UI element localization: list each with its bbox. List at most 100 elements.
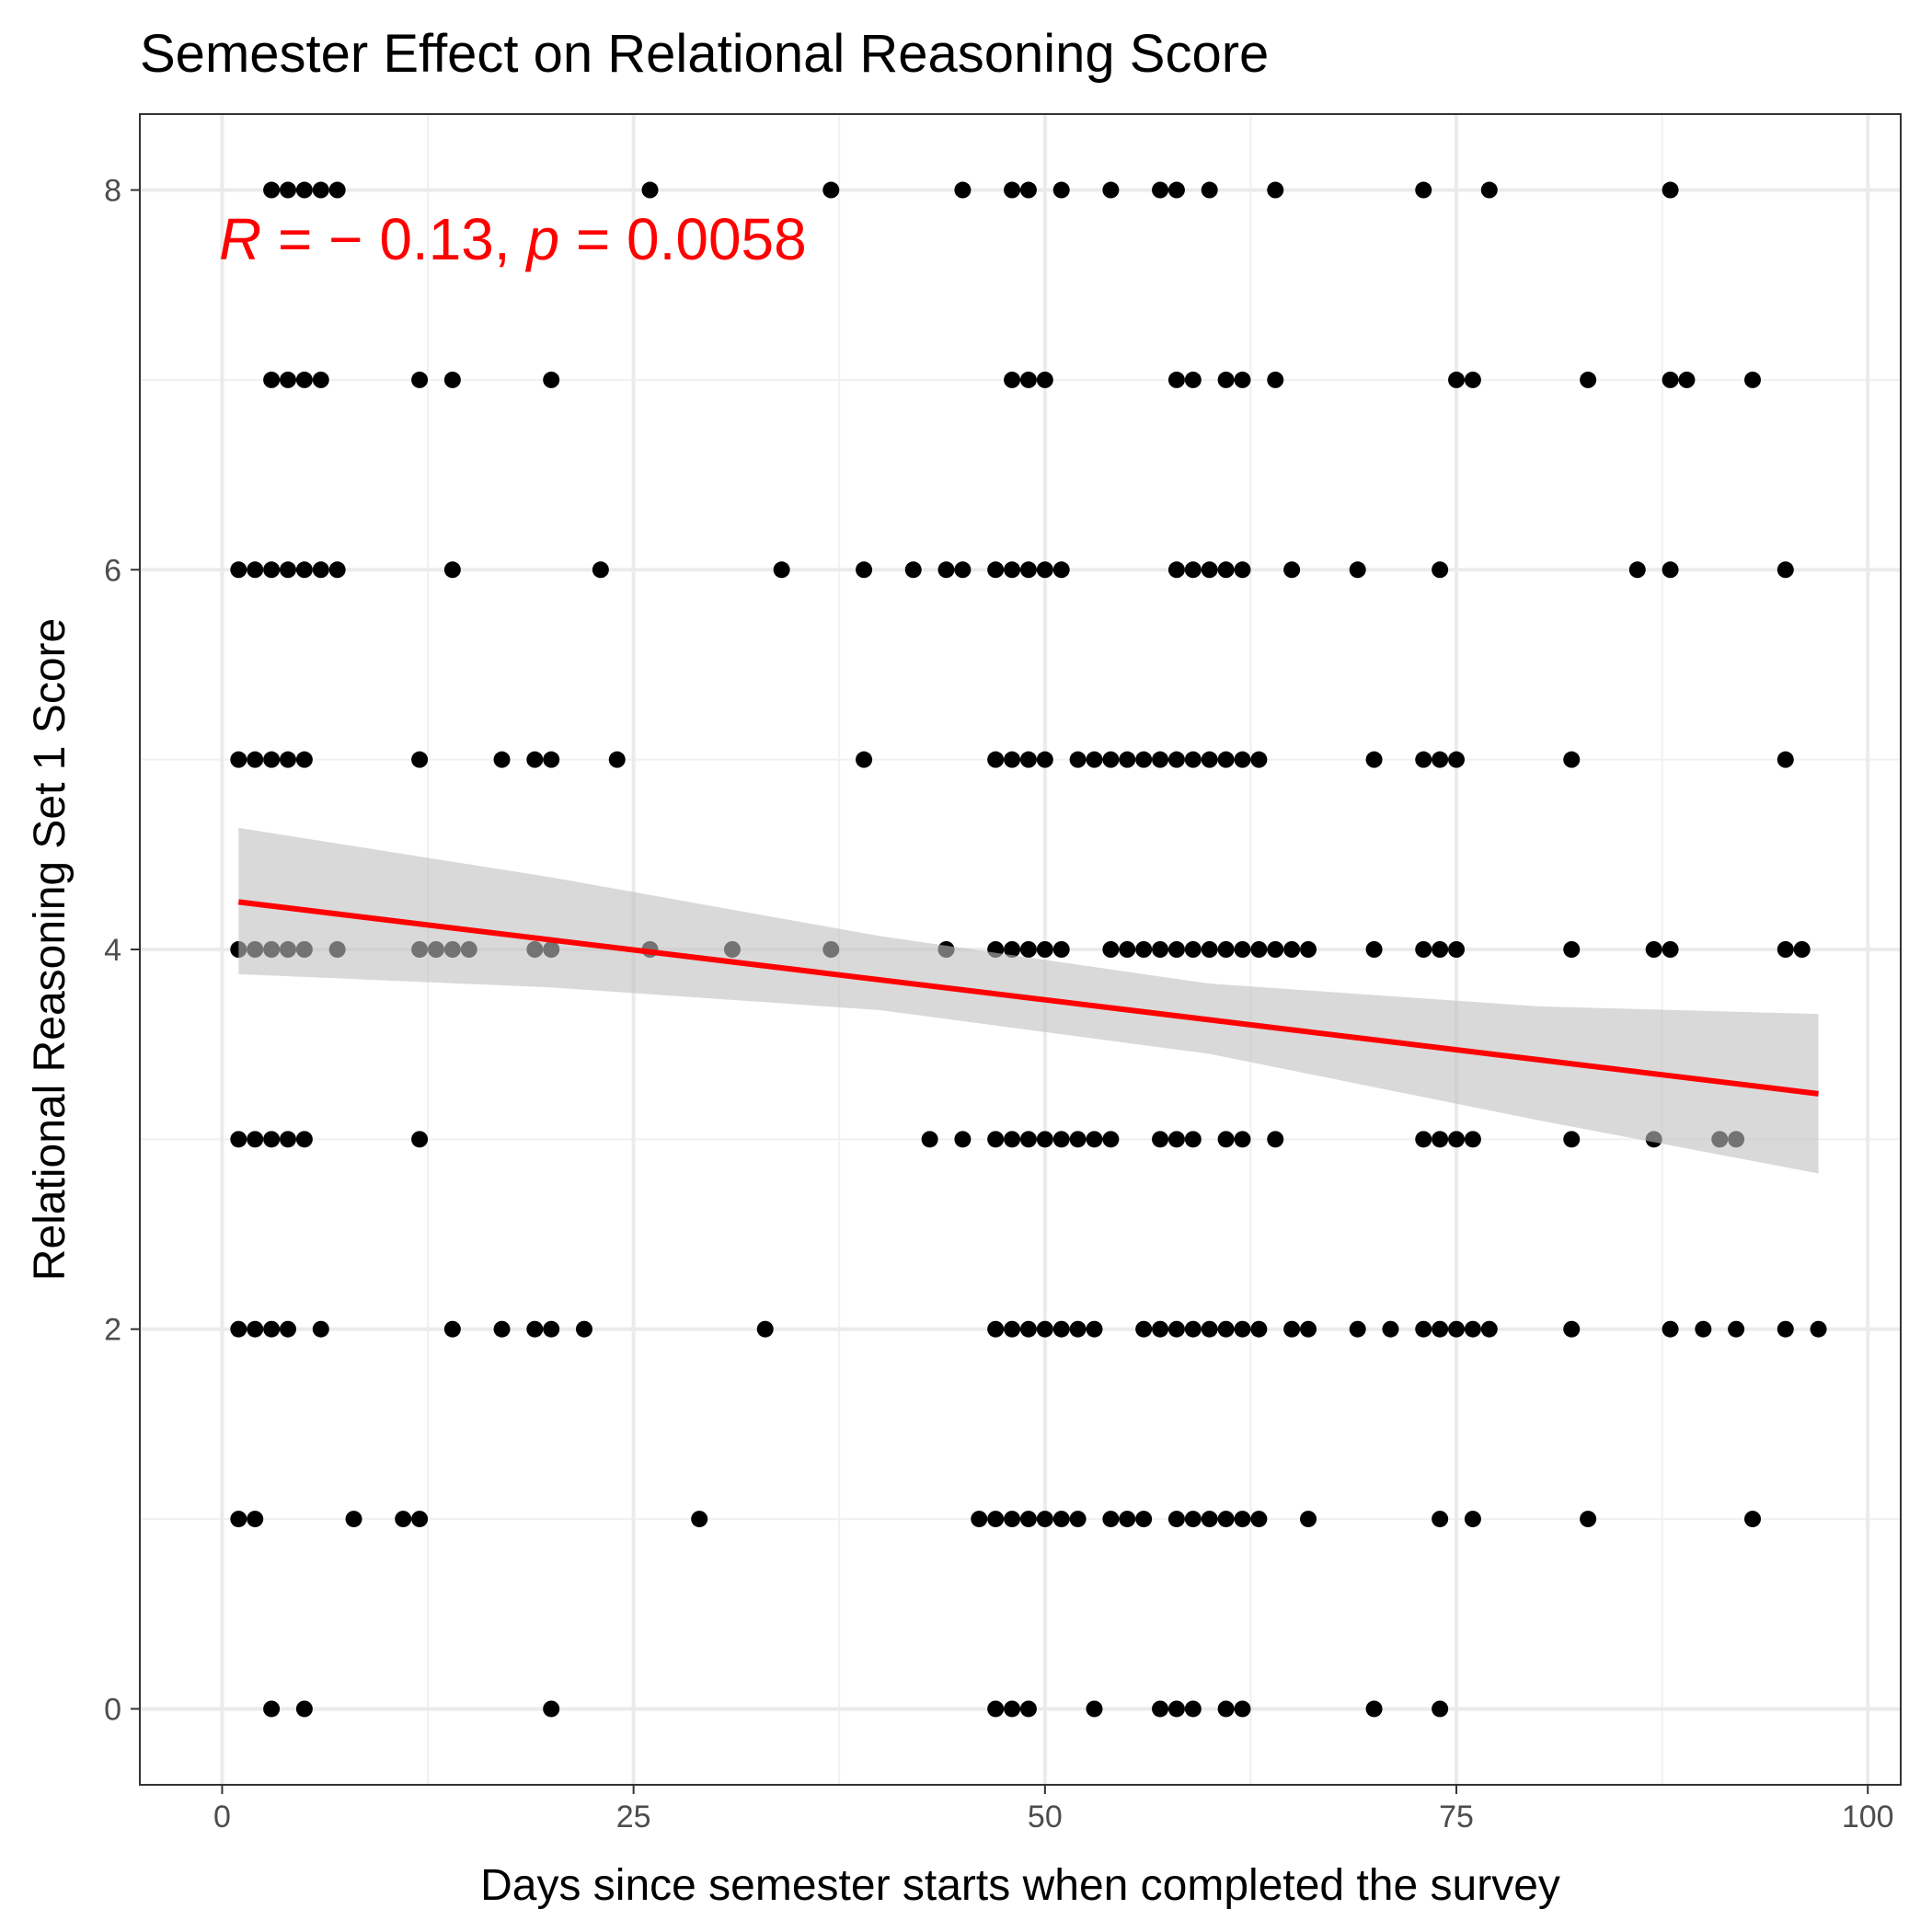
- data-point: [1052, 181, 1070, 199]
- data-point: [1810, 1320, 1827, 1338]
- data-point: [295, 1131, 313, 1148]
- data-point: [1019, 1511, 1037, 1528]
- data-point: [1432, 1511, 1449, 1528]
- data-point: [1267, 371, 1284, 388]
- x-tick-label: 0: [213, 1800, 231, 1834]
- data-point: [1184, 1511, 1202, 1528]
- data-point: [1004, 1511, 1021, 1528]
- data-point: [295, 371, 313, 388]
- data-point: [1201, 1511, 1218, 1528]
- data-point: [1563, 751, 1581, 768]
- x-tick-label: 25: [616, 1800, 651, 1834]
- data-point: [1004, 1131, 1021, 1148]
- data-point: [1201, 1320, 1218, 1338]
- data-point: [1019, 561, 1037, 579]
- data-point: [1728, 1320, 1745, 1338]
- data-point: [230, 751, 247, 768]
- data-point: [443, 561, 461, 579]
- data-point: [1167, 1511, 1185, 1528]
- data-point: [1019, 371, 1037, 388]
- data-point: [1432, 1320, 1449, 1338]
- data-point: [263, 751, 281, 768]
- data-point: [263, 371, 281, 388]
- data-point: [1004, 1320, 1021, 1338]
- data-point: [543, 751, 560, 768]
- data-point: [1184, 751, 1202, 768]
- data-point: [756, 1320, 774, 1338]
- data-point: [1480, 181, 1498, 199]
- data-point: [904, 561, 922, 579]
- data-point: [592, 561, 609, 579]
- data-point: [987, 1320, 1005, 1338]
- data-point: [691, 1511, 708, 1528]
- data-point: [1217, 1511, 1235, 1528]
- data-point: [1004, 1700, 1021, 1718]
- data-point: [1234, 1131, 1251, 1148]
- data-point: [1464, 371, 1481, 388]
- data-point: [822, 181, 840, 199]
- p-value: = 0.0058: [559, 206, 807, 272]
- data-point: [411, 1131, 429, 1148]
- data-point: [1201, 941, 1218, 958]
- data-point: [1052, 561, 1070, 579]
- data-point: [247, 751, 264, 768]
- data-point: [954, 561, 972, 579]
- data-point: [1184, 1131, 1202, 1148]
- data-point: [1464, 1511, 1481, 1528]
- data-point: [1217, 751, 1235, 768]
- data-point: [312, 1320, 329, 1338]
- data-point: [1365, 1700, 1383, 1718]
- data-point: [543, 1700, 560, 1718]
- data-point: [1695, 1320, 1712, 1338]
- data-point: [1102, 751, 1120, 768]
- regression-line: [237, 899, 1819, 1097]
- data-point: [411, 371, 429, 388]
- data-point: [1777, 1320, 1794, 1338]
- data-point: [263, 181, 281, 199]
- data-point: [543, 371, 560, 388]
- data-point: [1167, 941, 1185, 958]
- axis-ticks: 0 25 50 75 100 0 2 4 6 8: [104, 174, 1894, 1834]
- data-point: [1464, 1131, 1481, 1148]
- data-point: [1662, 181, 1679, 199]
- data-point: [987, 1131, 1005, 1148]
- data-point: [1267, 181, 1284, 199]
- data-point: [295, 561, 313, 579]
- data-point: [1019, 1320, 1037, 1338]
- data-point: [1135, 941, 1153, 958]
- data-point: [1563, 941, 1581, 958]
- data-point: [1432, 1131, 1449, 1148]
- data-point: [1234, 1320, 1251, 1338]
- data-point: [1184, 1320, 1202, 1338]
- data-point: [1184, 941, 1202, 958]
- data-point: [247, 1131, 264, 1148]
- data-point: [1135, 1320, 1153, 1338]
- data-point: [1250, 751, 1268, 768]
- data-point: [1201, 751, 1218, 768]
- data-point: [1628, 561, 1646, 579]
- data-point: [263, 561, 281, 579]
- data-point: [1234, 1511, 1251, 1528]
- data-point: [1102, 1511, 1120, 1528]
- data-point: [1086, 1320, 1103, 1338]
- data-point: [1448, 1131, 1466, 1148]
- data-point: [247, 561, 264, 579]
- data-point: [1086, 1131, 1103, 1148]
- data-point: [1283, 1320, 1301, 1338]
- data-point: [1645, 941, 1662, 958]
- data-point: [1004, 561, 1021, 579]
- x-tick-label: 50: [1028, 1800, 1063, 1834]
- data-point: [263, 1320, 281, 1338]
- data-point: [1283, 941, 1301, 958]
- data-point: [1102, 1131, 1120, 1148]
- data-point: [1300, 1320, 1317, 1338]
- data-point: [1019, 181, 1037, 199]
- data-point: [1283, 561, 1301, 579]
- data-point: [1448, 751, 1466, 768]
- r-symbol: R: [219, 206, 261, 272]
- data-point: [1052, 1511, 1070, 1528]
- data-point: [1135, 751, 1153, 768]
- y-tick-label: 2: [104, 1313, 121, 1348]
- data-point: [1349, 561, 1366, 579]
